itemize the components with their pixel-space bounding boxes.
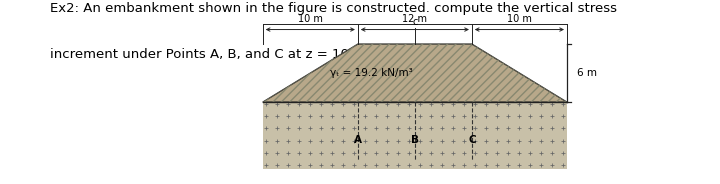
Polygon shape [263,44,567,102]
Text: 10 m: 10 m [507,14,532,24]
Text: 12 m: 12 m [402,14,428,24]
Text: c: c [412,17,418,27]
Text: B: B [411,135,419,145]
Text: 10 m: 10 m [298,14,323,24]
Text: γₜ = 19.2 kN/m³: γₜ = 19.2 kN/m³ [330,68,413,78]
Text: A: A [354,135,362,145]
Text: 6 m: 6 m [577,68,597,78]
Text: Ex2: An embankment shown in the figure is constructed. compute the vertical stre: Ex2: An embankment shown in the figure i… [50,2,618,15]
Bar [263,102,567,169]
Text: C: C [468,135,476,145]
Text: increment under Points A, B, and C at z = 10 m: increment under Points A, B, and C at z … [50,48,366,61]
